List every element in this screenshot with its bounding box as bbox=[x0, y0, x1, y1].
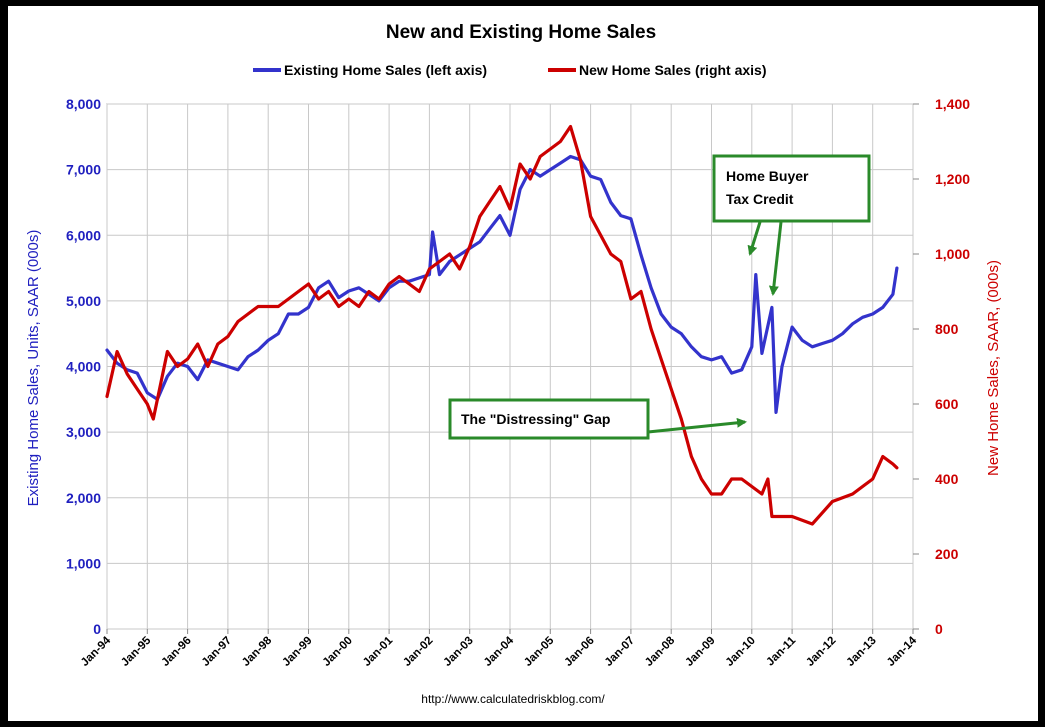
y-left-tick-label: 8,000 bbox=[66, 96, 101, 112]
annotation-gap-text: The "Distressing" Gap bbox=[461, 411, 610, 427]
y-left-tick-label: 5,000 bbox=[66, 293, 101, 309]
legend-label-new: New Home Sales (right axis) bbox=[579, 62, 767, 78]
y-left-tick-label: 7,000 bbox=[66, 162, 101, 178]
y-right-tick-label: 1,000 bbox=[935, 246, 970, 262]
y-right-tick-label: 400 bbox=[935, 471, 959, 487]
x-tick-label: Jan-12 bbox=[804, 635, 838, 669]
x-tick-label: Jan-02 bbox=[401, 635, 435, 669]
y-left-tick-label: 2,000 bbox=[66, 490, 101, 506]
x-tick-label: Jan-08 bbox=[643, 634, 678, 669]
annotation-tax-credit-line1: Home Buyer bbox=[726, 168, 809, 184]
x-tick-label: Jan-98 bbox=[240, 634, 275, 669]
x-tick-label: Jan-03 bbox=[442, 635, 476, 669]
annotation-box-tax-credit bbox=[712, 154, 871, 223]
annotation-box-gap bbox=[448, 398, 650, 440]
y-axis-left: 0 1,000 2,000 3,000 4,000 5,000 6,000 7,000 8,00… bbox=[66, 96, 101, 637]
y-right-tick-label: 1,200 bbox=[935, 171, 970, 187]
y-left-tick-label: 3,000 bbox=[66, 424, 101, 440]
y-right-tick-label: 800 bbox=[935, 321, 959, 337]
y-right-tick-label: 1,400 bbox=[935, 96, 970, 112]
x-tick-label: Jan-94 bbox=[79, 634, 114, 669]
chart-frame: New and Existing Home Sales Existing Hom… bbox=[8, 6, 1038, 721]
x-tick-label: Jan-07 bbox=[603, 635, 637, 669]
x-tick-label: Jan-97 bbox=[200, 635, 234, 669]
y-right-tick-label: 0 bbox=[935, 621, 943, 637]
x-axis: Jan-94 Jan-95 Jan-96 Jan-97 Jan-98 Jan-99 Jan-… bbox=[79, 629, 920, 669]
x-tick-label: Jan-13 bbox=[845, 635, 879, 669]
legend: Existing Home Sales (left axis) New Home… bbox=[253, 62, 767, 78]
y-right-tick-label: 200 bbox=[935, 546, 959, 562]
x-tick-label: Jan-14 bbox=[885, 634, 920, 669]
x-tick-label: Jan-06 bbox=[562, 635, 596, 669]
arrow-gap bbox=[647, 417, 747, 434]
series-line-existing bbox=[105, 154, 899, 414]
y-axis-left-label: Existing Home Sales, Units, SAAR (000s) bbox=[25, 230, 42, 507]
y-axis-right: 0 200 400 600 800 1,000 1,200 1,400 bbox=[913, 96, 970, 637]
x-tick-label: Jan-99 bbox=[280, 635, 314, 669]
legend-label-existing: Existing Home Sales (left axis) bbox=[284, 62, 487, 78]
x-tick-label: Jan-04 bbox=[482, 634, 517, 669]
chart-title: New and Existing Home Sales bbox=[386, 22, 656, 43]
x-tick-label: Jan-10 bbox=[724, 635, 758, 669]
y-left-tick-label: 4,000 bbox=[66, 359, 101, 375]
annotation-tax-credit: Home Buyer Tax Credit bbox=[712, 154, 871, 296]
x-tick-label: Jan-95 bbox=[119, 634, 154, 669]
source-url: http://www.calculatedriskblog.com/ bbox=[421, 692, 605, 706]
x-tick-label: Jan-05 bbox=[522, 634, 557, 669]
y-left-tick-label: 6,000 bbox=[66, 227, 101, 243]
x-tick-label: Jan-09 bbox=[683, 635, 717, 669]
series-line-new bbox=[105, 124, 899, 526]
home-sales-chart: New and Existing Home Sales Existing Hom… bbox=[25, 22, 1002, 706]
x-tick-label: Jan-01 bbox=[361, 634, 396, 669]
y-left-tick-label: 0 bbox=[93, 621, 101, 637]
arrow-tax-credit-2 bbox=[768, 221, 783, 296]
y-left-tick-label: 1,000 bbox=[66, 555, 101, 571]
annotation-gap: The "Distressing" Gap bbox=[448, 398, 747, 440]
y-axis-right-label: New Home Sales, SAAR, (000s) bbox=[985, 260, 1002, 476]
series-layer bbox=[105, 124, 899, 526]
x-tick-label: Jan-96 bbox=[159, 635, 193, 669]
x-tick-label: Jan-00 bbox=[321, 635, 355, 669]
y-right-tick-label: 600 bbox=[935, 396, 959, 412]
x-tick-label: Jan-11 bbox=[764, 634, 798, 668]
arrow-tax-credit-1 bbox=[747, 221, 762, 256]
annotation-tax-credit-line2: Tax Credit bbox=[726, 191, 794, 207]
